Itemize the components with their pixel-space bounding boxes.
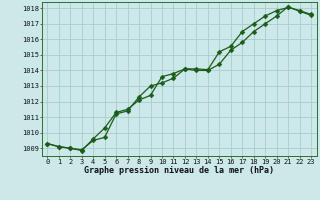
X-axis label: Graphe pression niveau de la mer (hPa): Graphe pression niveau de la mer (hPa)	[84, 166, 274, 175]
